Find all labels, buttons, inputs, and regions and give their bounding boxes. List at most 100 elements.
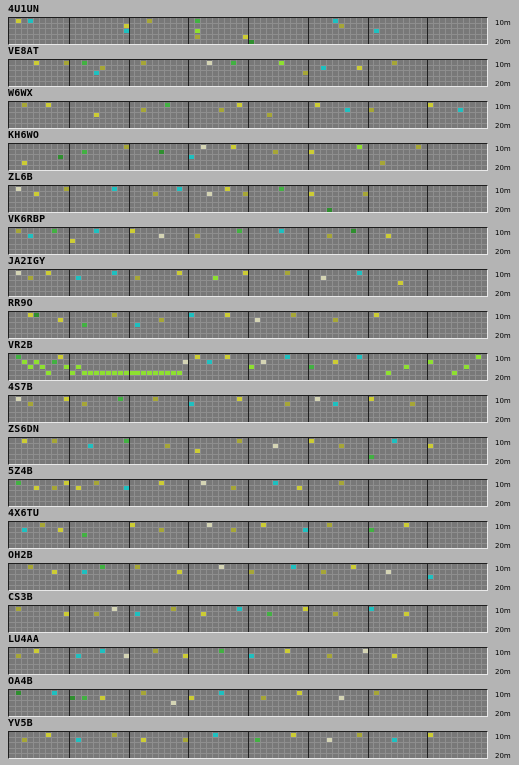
signal-cell	[249, 365, 254, 369]
band-label-10m: 10m	[495, 103, 511, 111]
signal-cell	[428, 444, 433, 448]
beacon-callsign: VK6RBP	[8, 214, 46, 225]
signal-cell	[374, 29, 379, 33]
signal-cell	[28, 313, 33, 317]
signal-cell	[52, 486, 57, 490]
beacon-callsign: CS3B	[8, 592, 33, 603]
band-label-10m: 10m	[495, 61, 511, 69]
grid-svg	[9, 312, 487, 338]
signal-cell	[64, 187, 69, 191]
beacon-row: JA2IGY 10m 20m	[0, 256, 519, 298]
beacon-propagation-grid	[8, 17, 488, 45]
signal-cell	[189, 313, 194, 317]
signal-cell	[64, 481, 69, 485]
signal-cell	[231, 61, 236, 65]
beacon-callsign: YV5B	[8, 718, 33, 729]
signal-cell	[339, 444, 344, 448]
signal-cell	[291, 313, 296, 317]
signal-cell	[339, 481, 344, 485]
signal-cell	[261, 523, 266, 527]
signal-cell	[285, 271, 290, 275]
signal-cell	[243, 35, 248, 39]
band-label-20m: 20m	[495, 38, 511, 46]
signal-cell	[106, 371, 111, 375]
grid-svg	[9, 60, 487, 86]
signal-cell	[404, 612, 409, 616]
signal-cell	[195, 234, 200, 238]
signal-cell	[159, 481, 164, 485]
signal-cell	[267, 612, 272, 616]
band-label-20m: 20m	[495, 122, 511, 130]
signal-cell	[249, 654, 254, 658]
signal-cell	[34, 313, 39, 317]
signal-cell	[225, 355, 230, 359]
signal-cell	[82, 570, 87, 574]
signal-cell	[141, 691, 146, 695]
signal-cell	[219, 565, 224, 569]
signal-cell	[201, 612, 206, 616]
signal-cell	[183, 360, 188, 364]
signal-cell	[124, 486, 129, 490]
signal-cell	[177, 570, 182, 574]
signal-cell	[130, 523, 135, 527]
signal-cell	[327, 208, 332, 212]
beacon-callsign: ZS6DN	[8, 424, 40, 435]
beacon-propagation-grid	[8, 479, 488, 507]
signal-cell	[76, 738, 81, 742]
signal-cell	[351, 565, 356, 569]
signal-cell	[16, 691, 21, 695]
signal-cell	[46, 103, 51, 107]
signal-cell	[112, 371, 117, 375]
signal-cell	[201, 145, 206, 149]
band-label-10m: 10m	[495, 691, 511, 699]
signal-cell	[82, 696, 87, 700]
signal-cell	[279, 61, 284, 65]
signal-cell	[357, 66, 362, 70]
beacon-propagation-grid	[8, 395, 488, 423]
signal-cell	[112, 607, 117, 611]
signal-cell	[171, 371, 176, 375]
band-label-10m: 10m	[495, 271, 511, 279]
signal-cell	[28, 565, 33, 569]
signal-cell	[267, 113, 272, 117]
signal-cell	[76, 365, 81, 369]
band-label-20m: 20m	[495, 668, 511, 676]
signal-cell	[46, 733, 51, 737]
signal-cell	[225, 313, 230, 317]
signal-cell	[333, 19, 338, 23]
signal-cell	[285, 649, 290, 653]
beacon-row: CS3B 10m 20m	[0, 592, 519, 634]
signal-cell	[58, 318, 63, 322]
signal-cell	[351, 229, 356, 233]
grid-svg	[9, 732, 487, 758]
signal-cell	[279, 187, 284, 191]
band-label-10m: 10m	[495, 481, 511, 489]
signal-cell	[147, 371, 152, 375]
signal-cell	[58, 355, 63, 359]
signal-cell	[165, 444, 170, 448]
signal-cell	[82, 371, 87, 375]
signal-cell	[374, 313, 379, 317]
signal-cell	[392, 439, 397, 443]
signal-cell	[88, 444, 93, 448]
grid-svg	[9, 144, 487, 170]
beacon-row: VK6RBP 10m 20m	[0, 214, 519, 256]
signal-cell	[428, 575, 433, 579]
beacon-row: 5Z4B 10m 20m	[0, 466, 519, 508]
signal-cell	[261, 696, 266, 700]
signal-cell	[94, 71, 99, 75]
signal-cell	[195, 29, 200, 33]
signal-cell	[428, 360, 433, 364]
signal-cell	[213, 733, 218, 737]
signal-cell	[285, 402, 290, 406]
signal-cell	[219, 691, 224, 695]
signal-cell	[165, 371, 170, 375]
signal-cell	[58, 155, 63, 159]
signal-cell	[22, 528, 27, 532]
band-label-20m: 20m	[495, 584, 511, 592]
beacon-row: OA4B 10m 20m	[0, 676, 519, 718]
signal-cell	[124, 654, 129, 658]
signal-cell	[100, 696, 105, 700]
signal-cell	[22, 360, 27, 364]
grid-svg	[9, 648, 487, 674]
